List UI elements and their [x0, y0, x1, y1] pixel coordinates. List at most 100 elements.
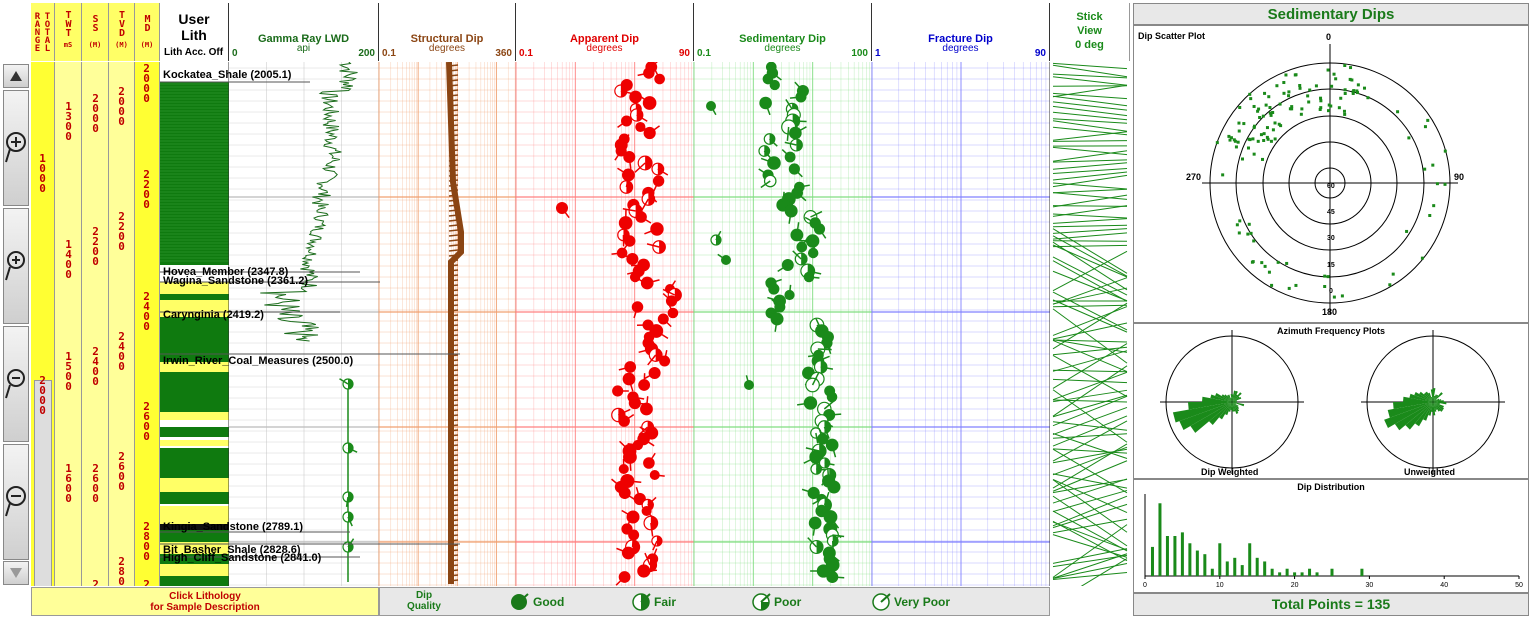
- dip-tail: [623, 413, 635, 422]
- lith-band: [160, 506, 229, 524]
- dip-marker: [618, 463, 629, 475]
- formation-label[interactable]: Carynginia (2419.2): [163, 309, 264, 321]
- scatter-point: [1249, 97, 1253, 101]
- formation-label[interactable]: Irwin_River_Coal_Measures (2500.0): [163, 355, 354, 367]
- structural-tadpole: [448, 444, 459, 447]
- dip-tail: [667, 303, 674, 314]
- zoom-in-small-button[interactable]: [3, 208, 29, 324]
- apparent-dip-marker: [622, 372, 636, 392]
- stick-line: [1052, 213, 1128, 219]
- depth-tick-label: 2600: [140, 400, 153, 440]
- stick-line: [1052, 478, 1128, 504]
- formation-label[interactable]: Kingia_Sandstone (2789.1): [163, 521, 303, 533]
- stick-line: [1052, 92, 1128, 100]
- dip-tail: [643, 373, 646, 386]
- lith-band: [160, 554, 229, 564]
- scatter-point: [1235, 223, 1239, 227]
- scatter-point: [1264, 103, 1268, 107]
- stick-line: [1052, 406, 1128, 436]
- dip-tail: [831, 444, 837, 458]
- dip-tail: [801, 488, 814, 494]
- apparent-title: Apparent Dip: [569, 33, 640, 45]
- structural-tadpole: [448, 109, 459, 112]
- lith-band: [160, 412, 229, 420]
- scatter-point: [1252, 104, 1256, 108]
- dip-tail: [771, 72, 782, 81]
- lith-acc-toggle[interactable]: Lith Acc. Off: [164, 47, 224, 58]
- footer-lith-box[interactable]: Click Lithology for Sample Description: [31, 587, 379, 616]
- scroll-down-button[interactable]: [3, 561, 29, 585]
- stick-line: [1052, 433, 1128, 459]
- scatter-point: [1330, 84, 1334, 88]
- structural-tadpole: [448, 174, 459, 177]
- dip-tail: [801, 237, 809, 248]
- lith-band: [160, 576, 229, 586]
- scatter-point: [1236, 140, 1240, 144]
- dist-bar: [1315, 572, 1319, 576]
- apparent-dip-marker: [643, 367, 661, 380]
- formation-label[interactable]: Kockatea_Shale (2005.1): [163, 69, 292, 81]
- dip-tail: [648, 452, 656, 464]
- rose-petal: [1430, 389, 1433, 402]
- dip-tail: [767, 296, 780, 302]
- dist-bar: [1173, 536, 1177, 576]
- stick-line: [1052, 84, 1128, 98]
- dip-marker: [629, 271, 641, 283]
- dip-distribution-panel[interactable]: Dip Distribution 0 10 20 30 40 50: [1133, 479, 1529, 593]
- total-range-column[interactable]: 1000 2000: [31, 62, 55, 586]
- rose-petal: [1433, 402, 1443, 412]
- apparent-dip-marker: [652, 175, 665, 192]
- stick-line: [1052, 448, 1128, 454]
- dip-tail: [619, 440, 631, 452]
- formation-label[interactable]: High_Cliff_Sandstone (2841.0): [163, 552, 322, 564]
- structural-tadpole: [448, 369, 459, 372]
- sedimentary-dip-marker: [807, 537, 824, 555]
- apparent-dip-marker: [667, 303, 679, 319]
- apparent-dip-marker: [646, 240, 666, 254]
- dip-tail: [811, 372, 820, 386]
- dip-tail: [769, 138, 778, 147]
- formation-label[interactable]: Bit_Basher_Shale (2828.6): [163, 544, 301, 556]
- structural-tadpole: [448, 504, 459, 507]
- dip-marker: [816, 564, 831, 578]
- scatter-point: [1271, 128, 1275, 132]
- rose-petal: [1232, 402, 1245, 407]
- dip-tail: [758, 168, 769, 176]
- dip-marker: [808, 516, 822, 530]
- dip-quality-label: Dip Quality: [400, 590, 448, 612]
- scroll-up-button[interactable]: [3, 64, 29, 88]
- depth-tick-label: 2000: [140, 62, 153, 102]
- dip-tail: [345, 496, 349, 508]
- quality-symbols: [511, 593, 891, 611]
- dip-tail: [786, 126, 790, 141]
- structural-tadpole: [448, 184, 459, 187]
- stick-line: [1052, 302, 1128, 350]
- dip-weighted-label: Dip Weighted: [1201, 467, 1259, 477]
- scatter-point: [1356, 83, 1360, 87]
- rose-petal: [1433, 402, 1441, 412]
- dip-scatter-panel[interactable]: Dip Scatter Plot 0 180 90 270 60 45 30 1…: [1133, 25, 1529, 323]
- range-slider[interactable]: [34, 380, 52, 586]
- apparent-dip-marker: [640, 276, 660, 290]
- zoom-out-small-button[interactable]: [3, 326, 29, 442]
- ring-label: 15: [1327, 262, 1335, 269]
- poor-symbol-icon: [752, 593, 771, 611]
- sedimentary-header: Sedimentary Dip degrees 0.1 100: [694, 3, 872, 61]
- zoom-in-large-button[interactable]: [3, 90, 29, 206]
- stick-line: [1052, 174, 1128, 188]
- azimuth-panel[interactable]: Azimuth Frequency Plots Dip Weighted Unw…: [1133, 323, 1529, 479]
- scatter-point: [1276, 260, 1280, 264]
- scatter-point: [1287, 90, 1291, 94]
- structural-tadpole: [448, 354, 459, 357]
- stick-line: [1052, 270, 1128, 302]
- gamma-dip-marker: [342, 442, 358, 454]
- sedimentary-max: 100: [851, 48, 868, 59]
- zoom-out-large-button[interactable]: [3, 444, 29, 560]
- stick-line: [1052, 420, 1128, 462]
- formation-label[interactable]: Hovea_Member (2347.8): [163, 266, 289, 278]
- scatter-point: [1269, 139, 1273, 143]
- log-tracks[interactable]: [160, 62, 1130, 586]
- scatter-point: [1329, 104, 1333, 108]
- formation-label[interactable]: Wagina_Sandstone (2361.2): [163, 275, 309, 287]
- rose-petal: [1232, 394, 1238, 402]
